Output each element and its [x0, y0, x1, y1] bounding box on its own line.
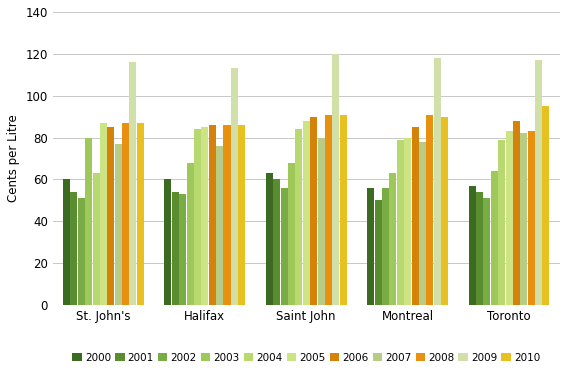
Bar	[187, 163, 194, 305]
Bar	[216, 146, 223, 305]
Bar	[273, 179, 280, 305]
Bar	[122, 123, 129, 305]
Bar	[107, 127, 114, 305]
Bar	[367, 188, 374, 305]
Legend: 2000, 2001, 2002, 2003, 2004, 2005, 2006, 2007, 2008, 2009, 2010: 2000, 2001, 2002, 2003, 2004, 2005, 2006…	[68, 348, 544, 367]
Bar	[506, 131, 513, 305]
Bar	[201, 127, 208, 305]
Bar	[194, 129, 201, 305]
Bar	[397, 140, 404, 305]
Bar	[498, 140, 505, 305]
Bar	[137, 123, 144, 305]
Bar	[129, 62, 136, 305]
Bar	[303, 121, 310, 305]
Bar	[281, 188, 288, 305]
Bar	[223, 125, 230, 305]
Bar	[426, 115, 433, 305]
Bar	[412, 127, 419, 305]
Bar	[535, 60, 542, 305]
Bar	[483, 198, 491, 305]
Bar	[528, 131, 535, 305]
Bar	[93, 173, 100, 305]
Bar	[288, 163, 295, 305]
Bar	[325, 115, 332, 305]
Bar	[419, 142, 426, 305]
Bar	[434, 58, 441, 305]
Bar	[382, 188, 389, 305]
Bar	[404, 138, 411, 305]
Bar	[164, 179, 172, 305]
Bar	[476, 192, 483, 305]
Bar	[340, 115, 347, 305]
Y-axis label: Cents per Litre: Cents per Litre	[7, 115, 20, 202]
Bar	[375, 201, 382, 305]
Bar	[520, 134, 527, 305]
Bar	[310, 116, 317, 305]
Bar	[172, 192, 179, 305]
Bar	[513, 121, 520, 305]
Bar	[389, 173, 396, 305]
Bar	[295, 129, 302, 305]
Bar	[63, 179, 70, 305]
Bar	[491, 171, 498, 305]
Bar	[70, 192, 77, 305]
Bar	[100, 123, 107, 305]
Bar	[317, 138, 325, 305]
Bar	[85, 138, 92, 305]
Bar	[542, 106, 549, 305]
Bar	[209, 125, 216, 305]
Bar	[231, 68, 238, 305]
Bar	[78, 198, 85, 305]
Bar	[266, 173, 273, 305]
Bar	[469, 186, 476, 305]
Bar	[441, 116, 448, 305]
Bar	[238, 125, 245, 305]
Bar	[332, 54, 339, 305]
Bar	[115, 144, 122, 305]
Bar	[179, 194, 186, 305]
